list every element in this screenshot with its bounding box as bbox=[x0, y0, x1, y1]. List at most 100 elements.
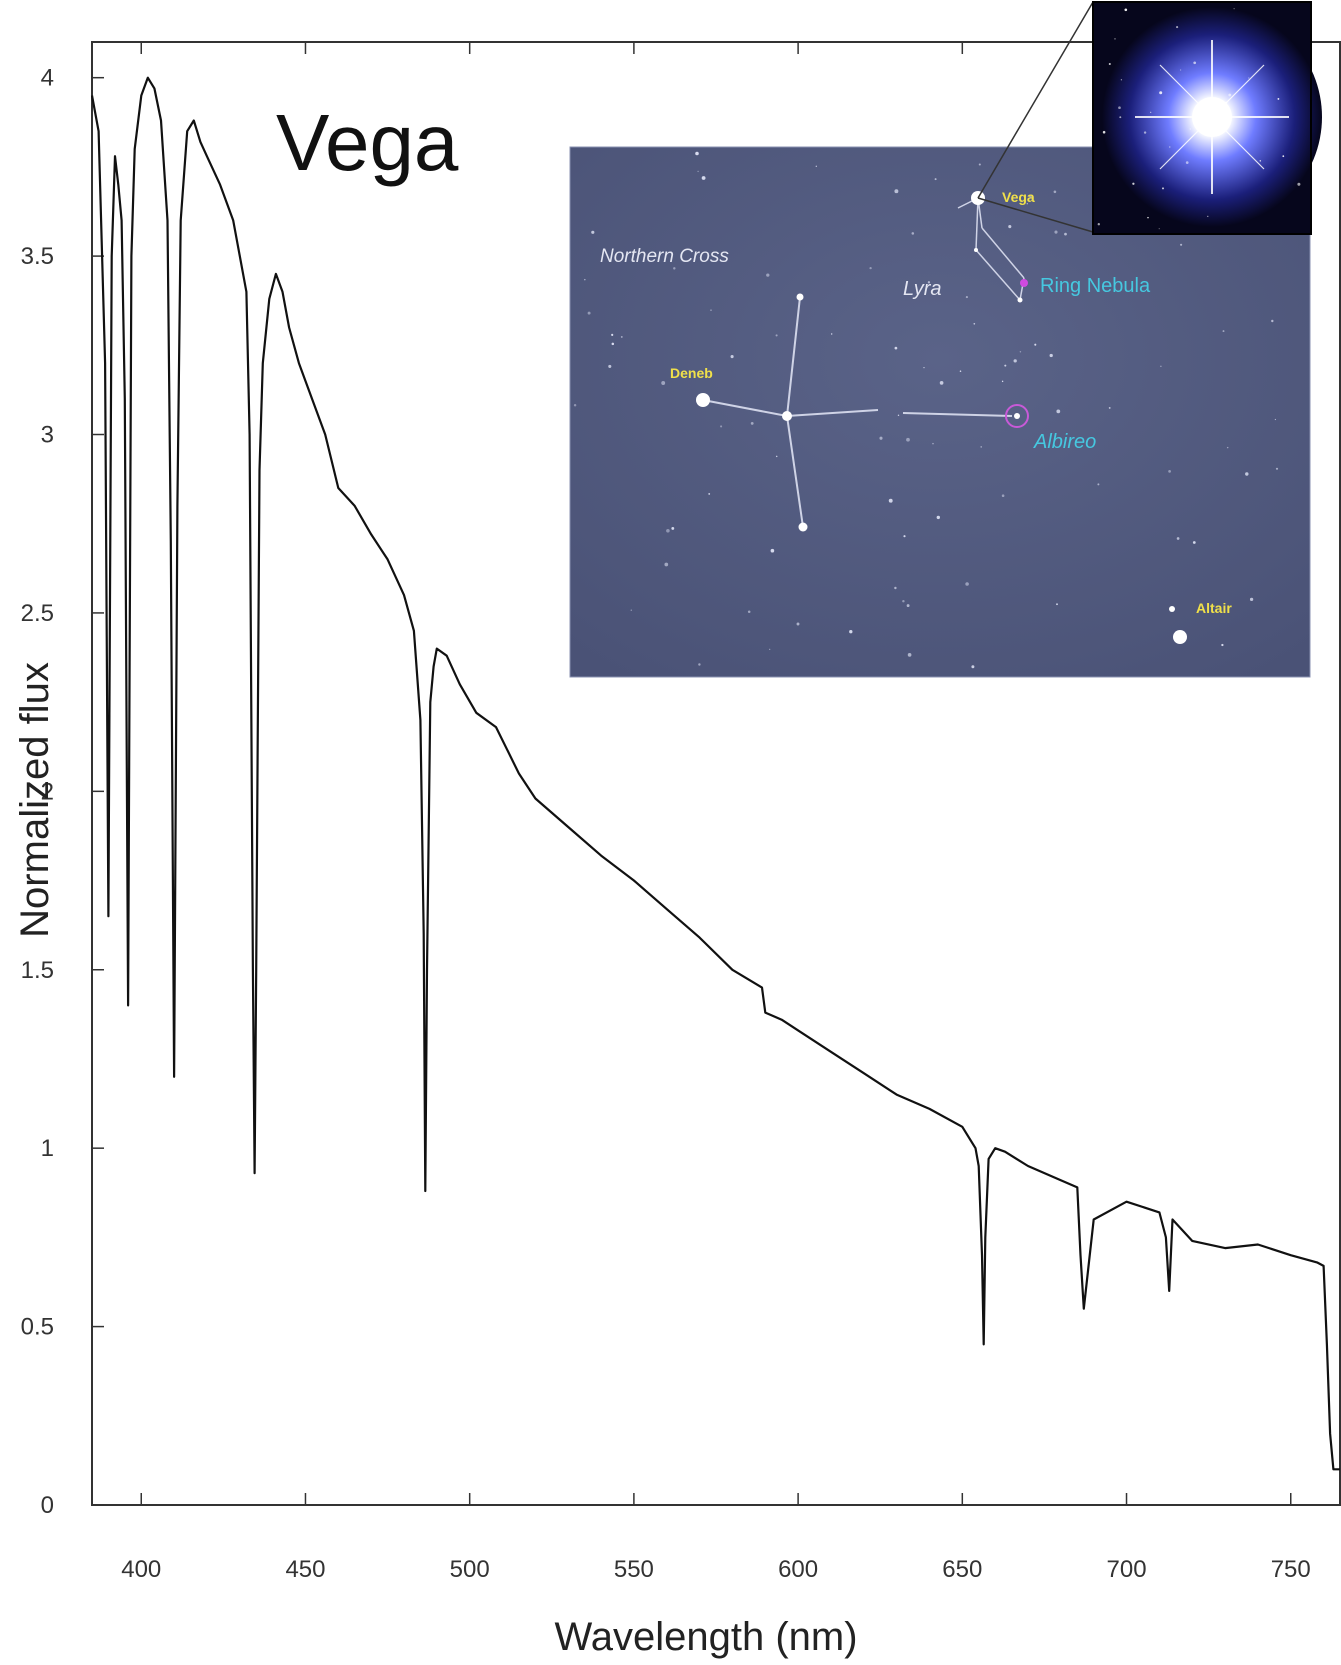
photo-background-star bbox=[1228, 93, 1232, 97]
background-star bbox=[939, 381, 944, 385]
background-star bbox=[815, 165, 817, 167]
cross-bottom-star bbox=[798, 522, 808, 532]
background-star bbox=[620, 335, 623, 338]
background-star bbox=[1271, 319, 1274, 323]
background-star bbox=[934, 178, 937, 181]
y-tick-label: 2 bbox=[41, 778, 54, 805]
background-star bbox=[1168, 470, 1171, 473]
zoom-line-bottom bbox=[977, 197, 1094, 233]
photo-background-star bbox=[1150, 111, 1152, 113]
deneb-star bbox=[696, 393, 710, 407]
photo-background-star bbox=[1102, 130, 1106, 134]
background-star bbox=[980, 446, 982, 448]
x-tick-label: 750 bbox=[1271, 1556, 1311, 1583]
background-star bbox=[902, 599, 905, 603]
background-star bbox=[695, 151, 699, 156]
background-star bbox=[1053, 190, 1057, 194]
ring-nebula-label: Ring Nebula bbox=[1040, 275, 1151, 297]
deneb-label: Deneb bbox=[670, 365, 713, 381]
chart-title: Vega bbox=[276, 98, 459, 187]
y-tick-label: 2.5 bbox=[21, 600, 54, 627]
background-star bbox=[897, 414, 900, 417]
background-star bbox=[923, 366, 925, 369]
sadr-star bbox=[782, 411, 792, 421]
x-tick-label: 500 bbox=[450, 1556, 490, 1583]
background-star bbox=[611, 342, 615, 346]
background-star bbox=[710, 309, 712, 311]
background-star bbox=[720, 425, 723, 428]
photo-background-star bbox=[1189, 128, 1191, 130]
background-star bbox=[1056, 409, 1061, 414]
northern-cross-lines bbox=[702, 296, 1013, 528]
x-axis-title: Wavelength (nm) bbox=[554, 1615, 857, 1659]
background-star bbox=[671, 526, 675, 530]
background-star bbox=[708, 492, 711, 495]
y-axis-title: Normalized flux bbox=[13, 662, 57, 938]
background-star bbox=[1034, 343, 1037, 346]
background-star bbox=[927, 281, 931, 284]
background-star bbox=[830, 333, 833, 335]
zoom-line-top bbox=[977, 1, 1094, 199]
background-star bbox=[1019, 351, 1022, 353]
background-star bbox=[698, 663, 701, 666]
background-star bbox=[1274, 418, 1277, 421]
star-map-inset: Northern Cross Vega Lyra Ring Nebula Den… bbox=[569, 1, 1322, 678]
background-star bbox=[673, 267, 676, 270]
photo-background-star bbox=[1277, 97, 1280, 100]
background-star bbox=[888, 498, 893, 503]
background-star bbox=[611, 333, 614, 336]
background-star bbox=[697, 170, 699, 173]
background-star bbox=[664, 562, 669, 567]
background-star bbox=[903, 535, 906, 538]
background-star bbox=[661, 381, 666, 385]
background-star bbox=[573, 404, 577, 407]
background-star bbox=[1029, 195, 1032, 199]
background-star bbox=[1054, 230, 1058, 234]
y-tick-labels: 0 0.5 1 1.5 2 2.5 3 3.5 4 bbox=[21, 65, 54, 1519]
photo-background-star bbox=[1259, 160, 1262, 162]
x-tick-label: 550 bbox=[614, 1556, 654, 1583]
background-star bbox=[973, 322, 976, 325]
plot-frame bbox=[91, 41, 1341, 1506]
background-star bbox=[1226, 446, 1229, 449]
labelled-stars bbox=[696, 191, 1187, 644]
photo-background-star bbox=[1185, 161, 1189, 164]
background-star bbox=[1001, 380, 1004, 383]
background-star bbox=[1108, 406, 1111, 409]
photo-background-star bbox=[1119, 116, 1122, 119]
background-star bbox=[1056, 603, 1058, 606]
background-star bbox=[770, 548, 775, 553]
background-star bbox=[630, 609, 633, 611]
photo-background-star bbox=[1297, 182, 1301, 186]
background-star bbox=[1192, 541, 1196, 544]
photo-background-star bbox=[1176, 26, 1179, 29]
albireo-label: Albireo bbox=[1033, 431, 1096, 453]
cross-top-star bbox=[796, 293, 804, 301]
photo-background-star bbox=[1169, 146, 1171, 148]
photo-background-star bbox=[1193, 61, 1197, 65]
photo-background-star bbox=[1114, 38, 1116, 40]
background-star bbox=[879, 436, 883, 440]
y-tick-label: 4 bbox=[41, 65, 54, 92]
background-star bbox=[1049, 353, 1053, 358]
background-star bbox=[1026, 202, 1029, 205]
background-star bbox=[775, 455, 778, 458]
photo-background-star bbox=[1224, 101, 1228, 104]
photo-background-star bbox=[1248, 77, 1250, 79]
background-star bbox=[932, 442, 934, 445]
background-star bbox=[1013, 359, 1017, 363]
y-tick-label: 3.5 bbox=[21, 243, 54, 270]
photo-background-star bbox=[1120, 79, 1123, 81]
background-star bbox=[1064, 232, 1067, 236]
photo-background-star bbox=[1207, 215, 1209, 217]
x-tick-label: 700 bbox=[1107, 1556, 1147, 1583]
background-star bbox=[959, 370, 962, 372]
x-tick-label: 600 bbox=[778, 1556, 818, 1583]
background-star bbox=[1176, 537, 1180, 540]
background-star bbox=[1275, 467, 1279, 470]
y-tick-label: 3 bbox=[41, 422, 54, 449]
background-star bbox=[911, 232, 915, 235]
background-star bbox=[666, 529, 670, 533]
background-star bbox=[894, 346, 898, 350]
